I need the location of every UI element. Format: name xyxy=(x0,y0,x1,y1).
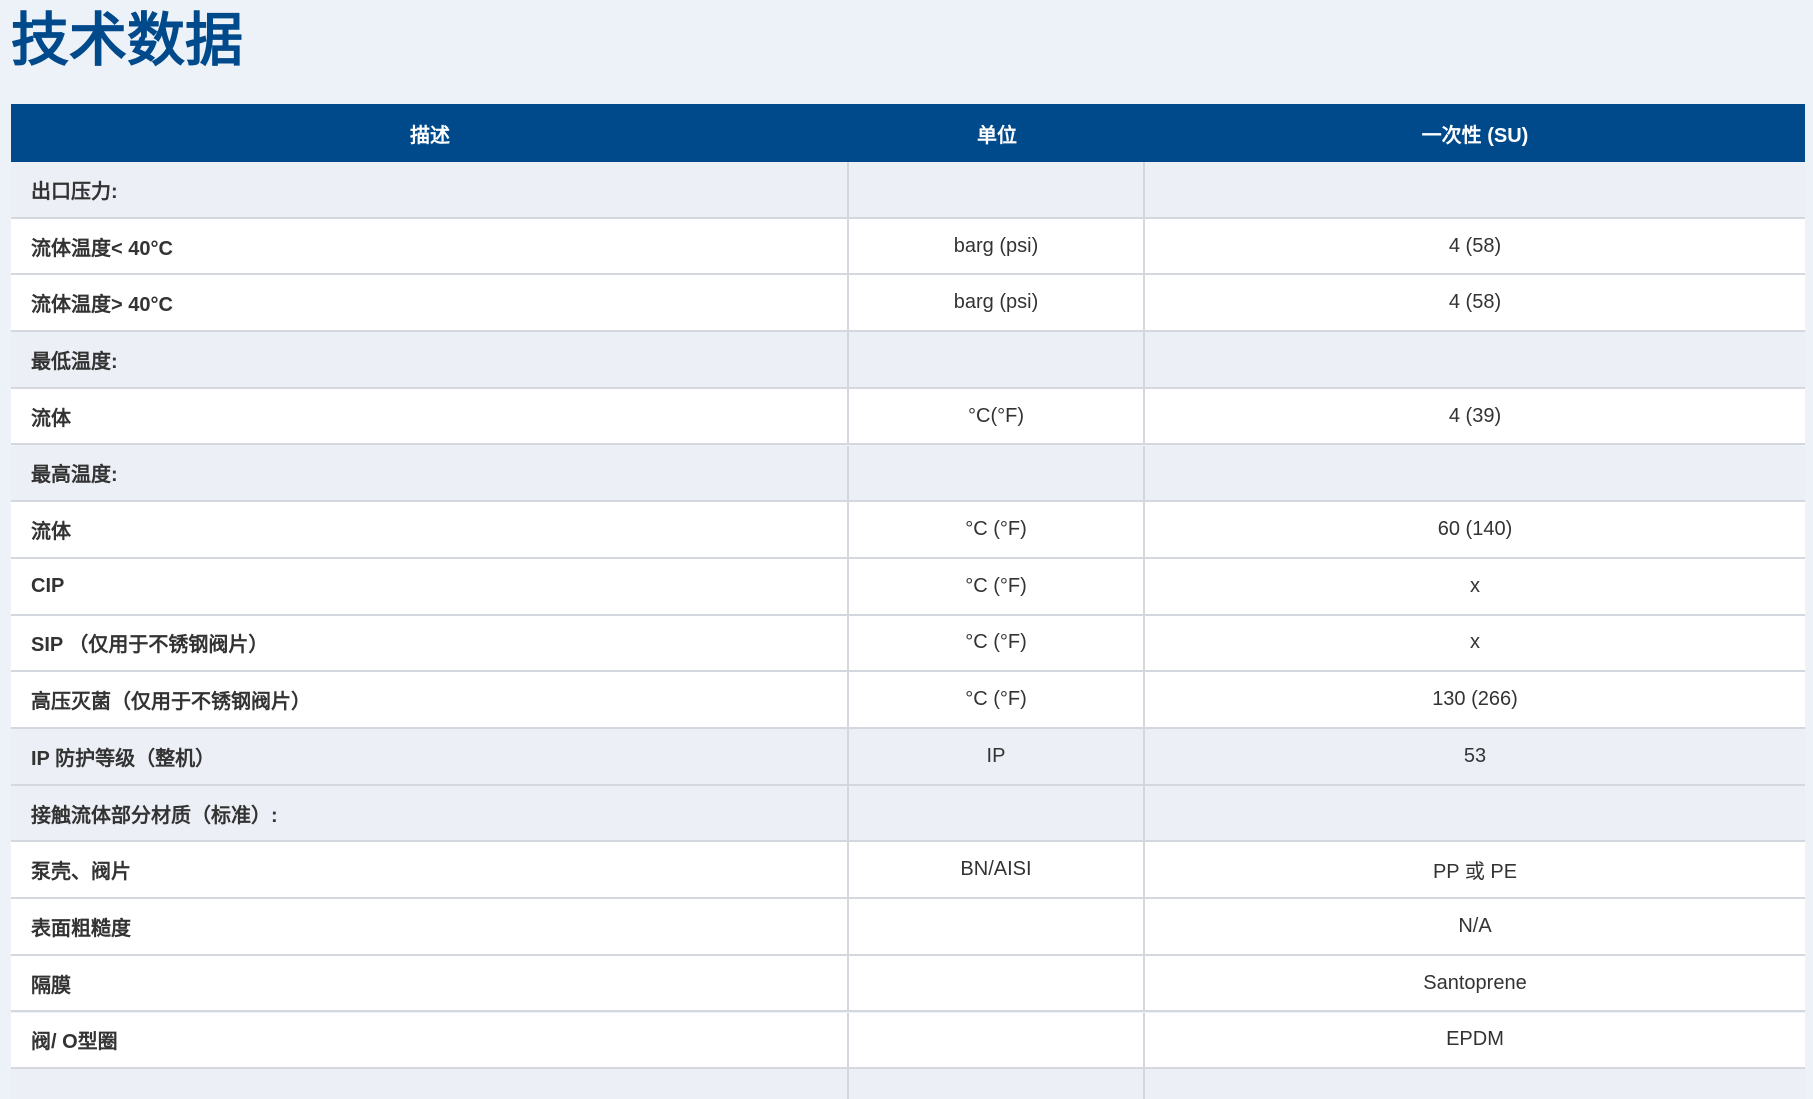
value-cell: PP 或 PE xyxy=(1432,861,1518,884)
unit-cell xyxy=(849,1012,1145,1068)
description-cell: SIP （仅用于不锈钢阀片） xyxy=(11,615,849,671)
description-cell: 高压灭菌（仅用于不锈钢阀片） xyxy=(11,672,849,727)
table-row: CIP °C (°F) x xyxy=(11,558,1805,616)
table-cell xyxy=(11,1069,849,1099)
table-row: 阀/ O型圈 EPDM xyxy=(11,1012,1805,1070)
description-cell: 流体 xyxy=(11,502,849,557)
description-cell: 表面粗糙度 xyxy=(11,899,849,954)
unit-cell: °C(°F) xyxy=(849,388,1145,444)
value-cell: EPDM xyxy=(1446,1028,1504,1051)
value-cell xyxy=(1145,786,1805,841)
table-row: IP 防护等级（整机） IP 53 xyxy=(11,729,1805,786)
unit-cell: IP xyxy=(849,729,1145,784)
value-cell: 4 (58) xyxy=(1448,234,1502,257)
value-cell: x xyxy=(1470,574,1480,597)
table-cell xyxy=(849,1069,1145,1099)
description-cell: IP 防护等级（整机） xyxy=(11,729,849,784)
unit-cell xyxy=(849,332,1145,387)
table-row: 接触流体部分材质（标准）: xyxy=(11,785,1805,843)
table-row: 流体温度> 40°C barg (psi) 4 (58) xyxy=(11,275,1805,333)
description-cell: 流体 xyxy=(11,388,849,444)
description-cell: 隔膜 xyxy=(11,955,849,1011)
description-cell: CIP xyxy=(11,558,849,614)
value-cell: x xyxy=(1470,631,1480,654)
unit-cell xyxy=(849,955,1145,1011)
value-cell: 130 (266) xyxy=(1432,688,1518,711)
unit-cell: °C (°F) xyxy=(849,672,1145,727)
unit-cell xyxy=(849,899,1145,954)
value-cell xyxy=(1145,162,1805,217)
unit-cell: BN/AISI xyxy=(849,842,1145,898)
unit-cell xyxy=(849,162,1145,217)
unit-cell xyxy=(849,785,1145,841)
table-row: 流体温度< 40°C barg (psi) 4 (58) xyxy=(11,218,1805,276)
value-cell: N/A xyxy=(1458,914,1492,937)
value-cell xyxy=(1145,446,1805,501)
description-cell: 出口压力: xyxy=(11,162,849,217)
table-header: 描述 单位 一次性 (SU) xyxy=(11,104,1805,162)
table-row: 高压灭菌（仅用于不锈钢阀片） °C (°F) 130 (266) xyxy=(11,672,1805,729)
description-cell: 最低温度: xyxy=(11,332,849,387)
unit-cell: °C (°F) xyxy=(849,615,1145,671)
table-row: 隔膜 Santoprene xyxy=(11,955,1805,1013)
column-header: 一次性 (SU) xyxy=(1421,124,1529,147)
table-row: 最高温度: xyxy=(11,445,1805,503)
column-header: 描述 xyxy=(410,124,450,147)
table-row: 流体 °C(°F) 4 (39) xyxy=(11,388,1805,446)
table-row: 出口压力: xyxy=(11,162,1805,219)
table-row: 泵壳、阀片 BN/AISI PP 或 PE xyxy=(11,842,1805,900)
column-header: 单位 xyxy=(977,124,1017,147)
value-cell xyxy=(1145,332,1805,387)
description-cell: 接触流体部分材质（标准）: xyxy=(11,785,849,841)
value-cell: 53 xyxy=(1463,744,1487,767)
unit-cell xyxy=(849,445,1145,501)
table-row: 流体 °C (°F) 60 (140) xyxy=(11,502,1805,559)
value-cell: 4 (58) xyxy=(1448,291,1502,314)
value-cell: 60 (140) xyxy=(1437,518,1513,541)
unit-cell: barg (psi) xyxy=(849,218,1145,274)
table-row xyxy=(11,1069,1805,1099)
description-cell: 最高温度: xyxy=(11,445,849,501)
value-cell: Santoprene xyxy=(1423,971,1527,994)
table-row: 最低温度: xyxy=(11,332,1805,389)
unit-cell: °C (°F) xyxy=(849,502,1145,557)
description-cell: 阀/ O型圈 xyxy=(11,1012,849,1068)
page-title: 技术数据 xyxy=(11,8,244,73)
value-cell: 4 (39) xyxy=(1448,404,1502,427)
unit-cell: barg (psi) xyxy=(849,275,1145,331)
description-cell: 流体温度< 40°C xyxy=(11,218,849,274)
table-row: SIP （仅用于不锈钢阀片） °C (°F) x xyxy=(11,615,1805,673)
description-cell: 泵壳、阀片 xyxy=(11,842,849,898)
description-cell: 流体温度> 40°C xyxy=(11,275,849,331)
unit-cell: °C (°F) xyxy=(849,558,1145,614)
table-row: 表面粗糙度 N/A xyxy=(11,899,1805,956)
table-cell xyxy=(1145,1069,1805,1099)
